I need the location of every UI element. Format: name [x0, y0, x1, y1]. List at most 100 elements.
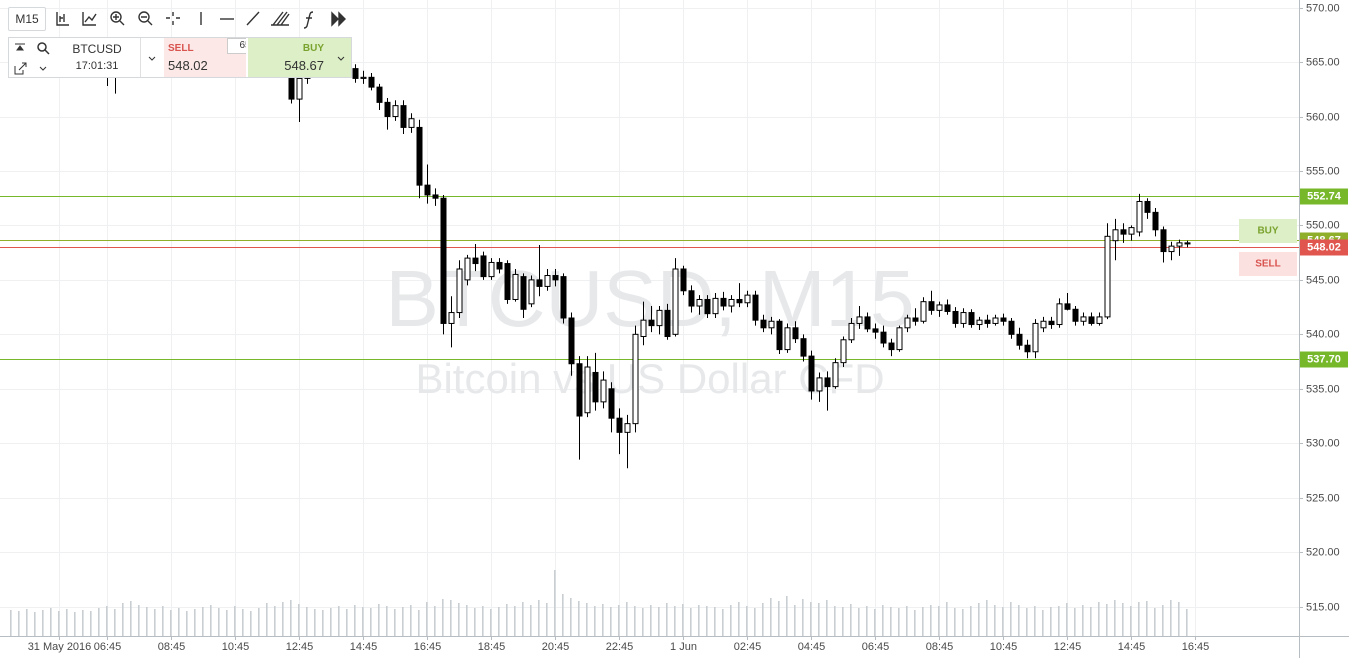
tool-button[interactable] — [56, 12, 69, 26]
price-tag-label: 548.02 — [1307, 241, 1341, 253]
interval-button[interactable]: M15 — [8, 7, 46, 31]
volume-bar — [146, 607, 148, 636]
volume-bar — [946, 602, 948, 636]
candle-body — [464, 257, 471, 281]
candle-body — [984, 319, 991, 324]
sell-tag[interactable]: SELL — [1239, 252, 1297, 276]
tool-button[interactable] — [110, 11, 125, 26]
volume-bar — [50, 608, 52, 636]
volume-bar — [106, 606, 108, 636]
candle-body — [1112, 229, 1119, 242]
sell-tag-label[interactable]: SELL — [1255, 259, 1281, 270]
candle-body — [744, 294, 751, 304]
volume-bar — [1178, 602, 1180, 636]
volume-bar — [714, 607, 716, 636]
tool-button[interactable] — [271, 11, 290, 26]
volume-bar — [1058, 606, 1060, 636]
volume-bar — [674, 606, 676, 636]
candle-body — [296, 77, 303, 100]
volume-bar — [578, 601, 580, 636]
volume-bar — [722, 609, 724, 636]
volume-bar — [370, 608, 372, 636]
volume-bar — [634, 606, 636, 636]
candle-body — [1016, 333, 1023, 346]
volume-bar — [10, 610, 12, 636]
candle-body — [416, 126, 423, 186]
buy-tag[interactable]: BUY — [1239, 219, 1297, 243]
candle-body — [544, 275, 551, 287]
tool-button[interactable] — [246, 11, 260, 26]
candle-body — [1096, 316, 1103, 324]
y-tick-label: 570.00 — [1306, 2, 1340, 14]
candle-body — [552, 275, 559, 281]
tool-button[interactable] — [303, 11, 314, 29]
candle-body — [840, 339, 847, 364]
x-tick-label: 10:45 — [222, 641, 250, 653]
volume-bar — [266, 603, 268, 636]
volume-bar — [466, 605, 468, 636]
volume-bar — [1154, 608, 1156, 636]
tool-button[interactable] — [331, 11, 346, 27]
candle-body — [912, 317, 919, 322]
volume-bar — [18, 611, 20, 636]
volume-bar — [1114, 600, 1116, 636]
volume-bar — [954, 608, 956, 636]
sell-tag-box[interactable] — [1239, 252, 1297, 276]
tool-button[interactable] — [82, 12, 97, 26]
candle-body — [696, 298, 703, 307]
volume-bar — [474, 608, 476, 636]
candle-body — [1152, 211, 1159, 231]
buy-dropdown[interactable] — [332, 38, 351, 77]
volume-bar — [210, 605, 212, 636]
volume-bar — [426, 602, 428, 636]
popout-button[interactable] — [9, 58, 31, 78]
price-tag-label: 537.70 — [1307, 353, 1341, 365]
x-tick-label: 08:45 — [926, 641, 954, 653]
candle-body — [864, 316, 871, 330]
volume-bar — [354, 605, 356, 636]
volume-bar — [802, 599, 804, 636]
x-tick-label: 1 Jun — [670, 641, 697, 653]
buy-tag-box[interactable] — [1239, 219, 1297, 243]
price-tag-label: 552.74 — [1307, 190, 1342, 202]
y-tick-label: 530.00 — [1306, 437, 1340, 449]
volume-bar — [442, 599, 444, 636]
volume-bar — [226, 610, 228, 636]
candle-body — [1128, 227, 1135, 235]
candle-body — [608, 388, 615, 419]
candle-body — [384, 101, 391, 118]
volume-bar — [394, 609, 396, 636]
candle-body — [776, 320, 783, 351]
volume-bar — [330, 608, 332, 636]
volume-bar — [986, 600, 988, 636]
sell-dropdown[interactable] — [140, 38, 164, 77]
candle-body — [1136, 200, 1143, 233]
collapse-button[interactable] — [9, 38, 31, 58]
tool-button[interactable] — [166, 12, 180, 25]
candle-body — [1032, 322, 1039, 353]
volume-bar — [746, 606, 748, 636]
x-tick-label: 02:45 — [734, 641, 762, 653]
volume-bar — [970, 606, 972, 636]
volume-bar — [978, 603, 980, 636]
volume — [10, 570, 1188, 636]
y-tick-label: 565.00 — [1306, 56, 1340, 68]
candle-body — [368, 76, 375, 88]
buy-tag-label[interactable]: BUY — [1257, 226, 1278, 237]
volume-bar — [458, 603, 460, 636]
dropdown-button[interactable] — [31, 58, 55, 78]
candle-body — [856, 316, 863, 324]
buy-button[interactable]: BUY 548.67 — [246, 38, 332, 77]
candle-body — [976, 319, 983, 326]
price-tag — [1300, 239, 1348, 256]
tool-button[interactable] — [138, 11, 153, 26]
volume-bar — [1090, 607, 1092, 636]
grid — [0, 0, 1299, 636]
volume-bar — [730, 605, 732, 636]
search-button[interactable] — [31, 38, 55, 58]
candle-body — [648, 319, 655, 327]
volume-bar — [346, 609, 348, 636]
volume-bar — [706, 606, 708, 636]
